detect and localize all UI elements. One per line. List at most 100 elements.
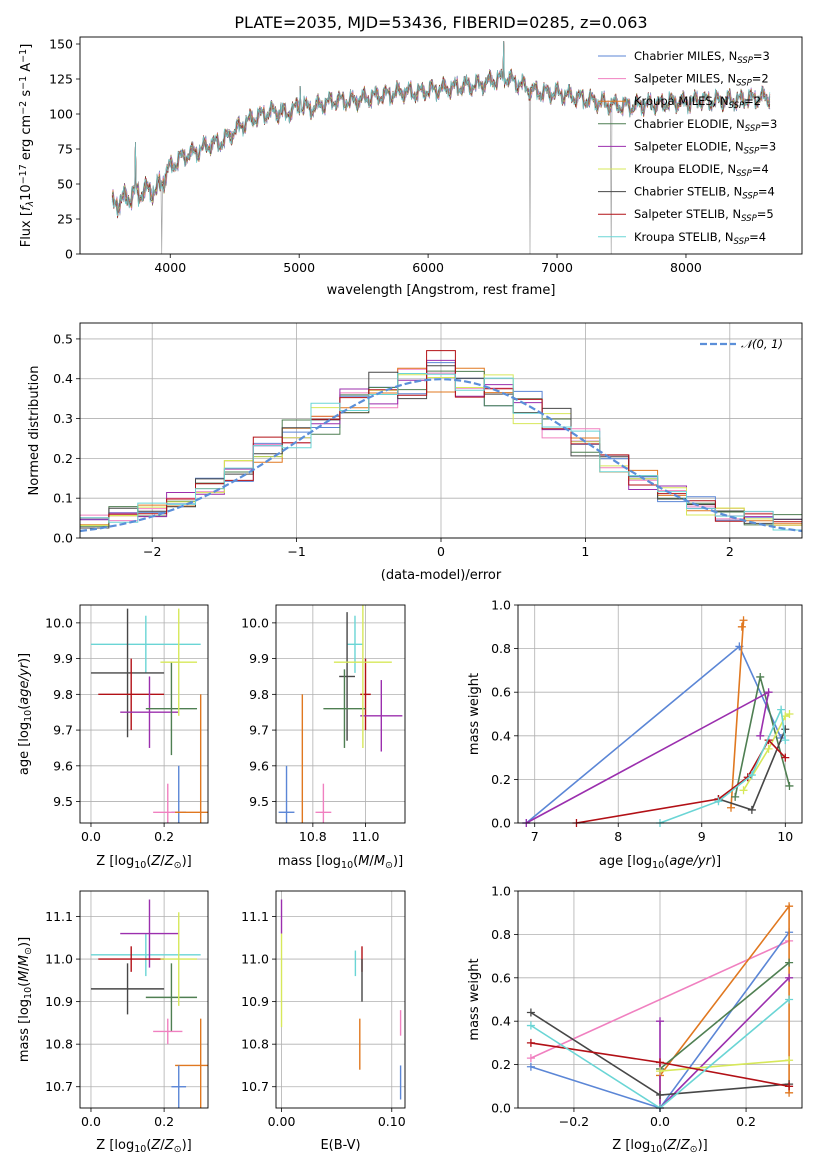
y-tick-label: 9.8 <box>249 687 269 702</box>
y-tick-label: 9.5 <box>53 794 73 809</box>
y-tick-label: 10.0 <box>45 615 73 630</box>
weight-line-chabrier-elodie <box>659 961 790 1070</box>
x-tick-label: 2 <box>726 544 734 559</box>
y-tick-label: 0.4 <box>53 371 73 386</box>
y-tick-label: 11.0 <box>241 952 269 967</box>
x-tick-label: 0.10 <box>378 1114 406 1129</box>
y-tick-label: 50 <box>57 177 73 192</box>
y-tick-label: 9.8 <box>53 687 73 702</box>
x-axis-label-part: Z [log <box>96 1138 134 1153</box>
legend-label-tail: =3 <box>759 139 776 153</box>
weight-line-salpeter-elodie <box>659 977 790 1110</box>
mass-vs-extinction-panel: 0.00 0.10 10.7 10.8 10.9 11.0 11.1 E(B-V) <box>241 890 406 1153</box>
x-axis-label-part: / <box>160 854 165 869</box>
x-tick-label: 8 <box>614 829 622 844</box>
y-axis-label-part: M <box>17 971 32 982</box>
y-axis-label-part: erg cm <box>19 115 34 164</box>
x-axis-label: Z [log10(Z/Z⊙)] <box>612 1138 707 1155</box>
weight-marker-salpeter-elodie <box>764 688 773 697</box>
x-tick-label: 0.2 <box>736 1114 756 1129</box>
y-tick-label: 9.7 <box>249 723 269 738</box>
y-axis-label-part: 10 <box>23 987 34 999</box>
weight-marker-chabrier-stelib <box>656 1090 664 1099</box>
weight-line-salpeter-stelib <box>576 738 786 824</box>
x-axis-label-part: ( <box>353 854 358 869</box>
mass-weight-vs-age-panel: 7 8 9 10 0.0 0.2 0.4 0.6 0.8 1.0 mass weight age [l… <box>467 598 803 871</box>
legend-label-tail: =4 <box>752 162 769 176</box>
legend-label: Kroupa MILES, NSSP=2 <box>634 94 761 111</box>
legend-label-tail: =2 <box>744 94 761 108</box>
y-axis-label: mass weight <box>467 958 482 1040</box>
chart-title: PLATE=2035, MJD=53436, FIBERID=0285, z=0… <box>234 13 647 32</box>
x-axis-label-part: Z [log <box>612 1138 650 1153</box>
x-axis-label-part: ( <box>146 1138 151 1153</box>
x-axis-label-part: ( <box>146 854 151 869</box>
x-axis-label-part: mass [log <box>278 854 341 869</box>
y-axis-label: mass [log10(M/M⊙)] <box>17 937 34 1062</box>
legend-label-tail: =5 <box>757 207 774 221</box>
y-tick-label: 0.2 <box>491 1057 511 1072</box>
y-axis-label-part: ( <box>17 982 32 987</box>
x-axis-label-part: M <box>358 854 369 869</box>
histogram-step-salpeter-miles <box>80 368 802 526</box>
y-axis-label-part: −1 <box>18 76 29 90</box>
weight-marker-salpeter-stelib <box>743 773 752 782</box>
weight-marker-salpeter-elodie <box>785 973 794 982</box>
y-tick-label: 9.6 <box>53 758 73 773</box>
y-axis-label-part: ⊙ <box>23 947 34 955</box>
weight-line-salpeter-miles <box>530 940 790 1059</box>
y-tick-label: 10.8 <box>45 1037 73 1052</box>
y-axis-label: mass weight <box>467 673 482 755</box>
y-axis-label-part: −1 <box>18 49 29 63</box>
x-axis-label-part: 10 <box>134 860 146 871</box>
axes-frame <box>79 890 209 1109</box>
x-tick-label: 0 <box>437 544 445 559</box>
x-axis-label-part: ⊙ <box>174 1144 182 1155</box>
y-tick-label: 9.9 <box>249 651 269 666</box>
weight-marker-kroupa-elodie <box>785 1056 794 1065</box>
legend-label-tail: =3 <box>753 49 770 63</box>
legend-label: Chabrier ELODIE, NSSP=3 <box>634 117 777 134</box>
legend-label-sub: SSP <box>744 146 760 156</box>
y-tick-label: 0.0 <box>53 531 73 546</box>
y-axis-label-part: −2 <box>18 101 29 115</box>
y-tick-label: 100 <box>49 107 73 122</box>
legend-label-main: Chabrier ELODIE, N <box>634 117 745 131</box>
x-tick-label: 10 <box>777 829 793 844</box>
weight-marker-chabrier-stelib <box>781 725 790 734</box>
axes-frame <box>275 890 406 1109</box>
x-axis-label-part: Z <box>164 854 175 869</box>
y-tick-label: 10.7 <box>241 1079 269 1094</box>
legend-label: Kroupa ELODIE, NSSP=4 <box>634 162 769 179</box>
weight-marker-kroupa-miles <box>739 616 748 625</box>
legend-label-main: Kroupa STELIB, N <box>634 230 734 244</box>
axes-frame <box>517 604 803 824</box>
x-axis-label-part: 10 <box>134 1144 146 1155</box>
age-vs-metallicity-panel: 0.0 0.29.59.69.79.89.910.0Z [log10(Z/Z⊙)]… <box>17 604 209 871</box>
y-axis-label-part: A <box>19 63 34 76</box>
spectrum-panel: 4000 5000 6000 7000 8000 0 25 50 75 100 125 150 PLAT… <box>18 13 803 298</box>
x-tick-label: 11.0 <box>352 829 380 844</box>
y-tick-label: 0.0 <box>491 1101 511 1116</box>
y-tick-label: 0.8 <box>491 641 511 656</box>
y-axis-label-part: )] <box>17 653 32 663</box>
x-tick-label: 0.0 <box>81 1114 101 1129</box>
x-tick-label: 0.2 <box>154 1114 174 1129</box>
legend-label-tail: =4 <box>758 185 775 199</box>
weight-marker-salpeter-stelib <box>781 753 790 762</box>
legend-label: Kroupa STELIB, NSSP=4 <box>634 230 766 247</box>
axes-frame <box>79 36 803 255</box>
y-tick-label: 1.0 <box>491 598 511 613</box>
weight-marker-kroupa-elodie <box>785 710 794 718</box>
y-axis-label: age [log10(age/yr)] <box>17 653 34 775</box>
y-axis-label-part: f <box>19 204 34 211</box>
y-tick-label: 0.3 <box>53 411 73 426</box>
legend-label-sub: SSP <box>734 236 750 246</box>
mass-vs-metallicity-panel: 0.0 0.210.710.810.911.011.1Z [log10(Z/Z⊙)… <box>17 890 209 1155</box>
x-tick-label: 4000 <box>154 260 186 275</box>
legend-label-main: Salpeter STELIB, N <box>634 207 741 221</box>
y-tick-label: 0.4 <box>491 1014 511 1029</box>
x-axis-label-part: age [log <box>599 854 652 869</box>
x-axis-label: E(B-V) <box>320 1138 360 1153</box>
